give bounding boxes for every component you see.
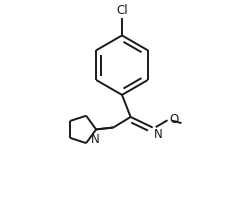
- Text: O: O: [170, 113, 179, 126]
- Text: N: N: [91, 133, 100, 146]
- Text: Cl: Cl: [116, 4, 128, 17]
- Text: N: N: [154, 128, 163, 141]
